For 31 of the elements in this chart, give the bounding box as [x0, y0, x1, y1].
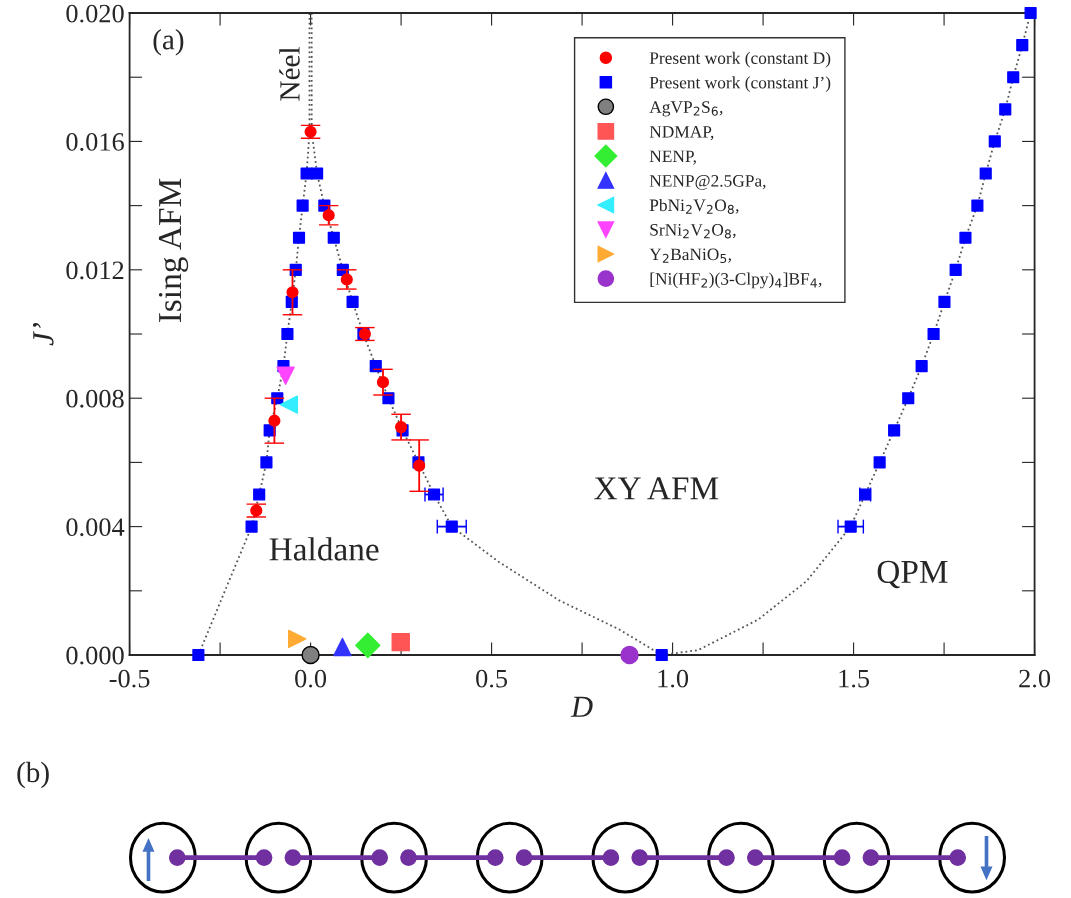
x-tick-label: 2.0: [1019, 669, 1051, 688]
legend-label: [Ni(HF$_{2}$)(3-Clpy)$_{4}$]BF$_{4}$,: [650, 272, 822, 289]
legend-label: AgVP$_{2}$S$_{6}$,: [649, 101, 723, 117]
x-tick-label: 0.5: [476, 669, 508, 688]
legend-label: NDMAP,: [649, 126, 714, 141]
x-tick-label: -0.5: [109, 669, 150, 688]
annotation: Haldane: [269, 537, 379, 561]
legend-label: NENP,: [649, 150, 696, 165]
x-tick-label: 1.0: [658, 669, 689, 688]
x-tick-label: 0.0: [295, 669, 327, 688]
y-tick-label: 0.012: [66, 261, 124, 280]
annotation: QPM: [877, 560, 948, 589]
annotation: Néel: [279, 47, 300, 101]
y-tick-label: 0.004: [66, 518, 125, 537]
y-tick-label: 0.020: [66, 4, 124, 23]
x-tick-label: 1.5: [839, 669, 870, 688]
annotation: (a): [153, 29, 184, 56]
legend-label: SrNi$_{2}$V$_{2}$O$_{8}$,: [650, 224, 736, 239]
y-tick-label: 0.000: [66, 646, 124, 665]
x-axis-title: D: [570, 696, 593, 717]
legend-label: Present work (constant J’): [649, 76, 831, 93]
text: (b): [17, 761, 49, 789]
legend-label: Y$_{2}$BaNiO$_{5}$,: [649, 248, 731, 264]
legend-label: Present work (constant D): [649, 51, 831, 68]
legend-label: PbNi$_{2}$V$_{2}$O$_{8}$,: [649, 198, 739, 215]
annotation: XY AFM: [594, 477, 719, 500]
y-tick-label: 0.008: [66, 389, 124, 408]
y-axis-title: J’: [32, 323, 54, 346]
annotation: Ising AFM: [158, 178, 189, 323]
legend-label: NENP@2.5GPa,: [649, 175, 766, 190]
y-tick-label: 0.016: [66, 133, 124, 151]
